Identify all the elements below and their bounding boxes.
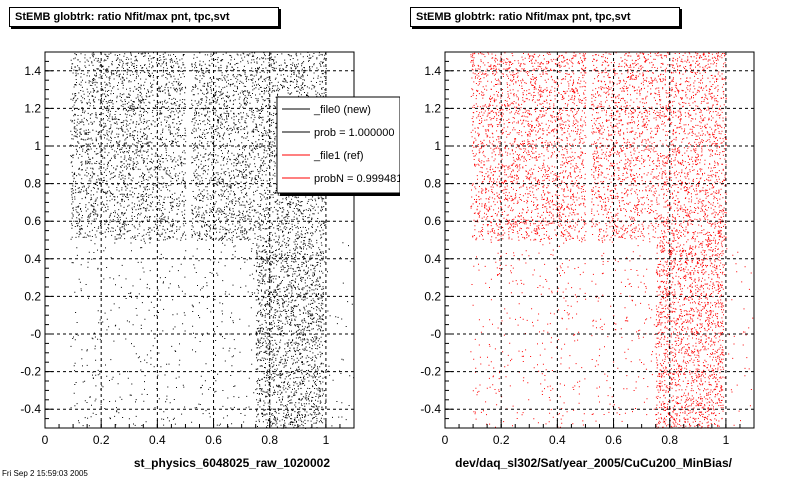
y-tick-label: 0.4 xyxy=(24,252,41,266)
y-tick-label: -0.2 xyxy=(420,365,441,379)
x-tick-label: 0.2 xyxy=(493,433,510,447)
scatter-marks xyxy=(470,52,754,429)
legend-entry-label: probN = 0.999481 xyxy=(314,173,400,185)
y-tick-label: 0.8 xyxy=(424,177,441,191)
y-tick-label: 1.4 xyxy=(424,64,441,78)
legend-frame xyxy=(276,96,400,194)
y-tick-label: 0.2 xyxy=(24,289,41,303)
y-tick-label: 1 xyxy=(434,139,441,153)
y-tick-label: 1.4 xyxy=(24,64,41,78)
y-tick-label: -0.4 xyxy=(20,402,41,416)
x-tick-label: 0 xyxy=(442,433,449,447)
y-tick-label: -0 xyxy=(30,327,41,341)
y-tick-label: 0.2 xyxy=(424,289,441,303)
scatter-points xyxy=(470,52,754,429)
right-chart-title: StEMB globtrk: ratio Nfit/max pnt, tpc,s… xyxy=(410,7,680,27)
legend-entry-label: prob = 1.000000 xyxy=(314,127,394,139)
right-scatter-plot: -0.4 -0.2 -0 0.2 0.4 0.6 0.8 1 1.2 1.4 0 0.2 0.4 0.6 0… xyxy=(420,51,755,447)
footer-timestamp: Fri Sep 2 15:59:03 2005 xyxy=(2,469,88,478)
legend-entry-label: _file0 (new) xyxy=(313,104,371,116)
y-tick-label: 0.6 xyxy=(24,214,41,228)
x-tick-label: 1 xyxy=(323,433,330,447)
x-tick-label: 0.4 xyxy=(549,433,566,447)
y-tick-label: -0.4 xyxy=(420,402,441,416)
x-tick-label: 0 xyxy=(42,433,49,447)
legend-entry-label: _file1 (ref) xyxy=(313,150,364,162)
x-tick-label: 0.6 xyxy=(605,433,622,447)
x-tick-label: 1 xyxy=(723,433,730,447)
x-tick-label: 0.4 xyxy=(149,433,166,447)
left-x-axis-label: st_physics_6048025_raw_1020002 xyxy=(133,456,330,470)
y-tick-label: 1.2 xyxy=(424,101,441,115)
y-tick-label: 0.4 xyxy=(424,252,441,266)
right-x-axis-label: dev/daq_sl302/Sat/year_2005/CuCu200_MinB… xyxy=(455,456,732,470)
x-tick-label: 0.8 xyxy=(661,433,678,447)
x-tick-label: 0.8 xyxy=(261,433,278,447)
x-tick-label: 0.2 xyxy=(93,433,110,447)
legend-box: _file0 (new) prob = 1.000000 _file1 (ref) p… xyxy=(276,96,400,196)
left-scatter-plot: -0.4 -0.2 -0 0.2 0.4 0.6 0.8 1 1.2 1.4 0 0.2 0.4 0.6 0… xyxy=(20,51,400,447)
y-tick-label: -0 xyxy=(430,327,441,341)
x-tick-label: 0.6 xyxy=(205,433,222,447)
left-chart-title: StEMB globtrk: ratio Nfit/max pnt, tpc,s… xyxy=(9,7,279,27)
y-tick-label: 0.6 xyxy=(424,214,441,228)
y-tick-label: 1.2 xyxy=(24,101,41,115)
y-tick-label: 0.8 xyxy=(24,177,41,191)
y-tick-label: -0.2 xyxy=(20,365,41,379)
y-tick-label: 1 xyxy=(34,139,41,153)
